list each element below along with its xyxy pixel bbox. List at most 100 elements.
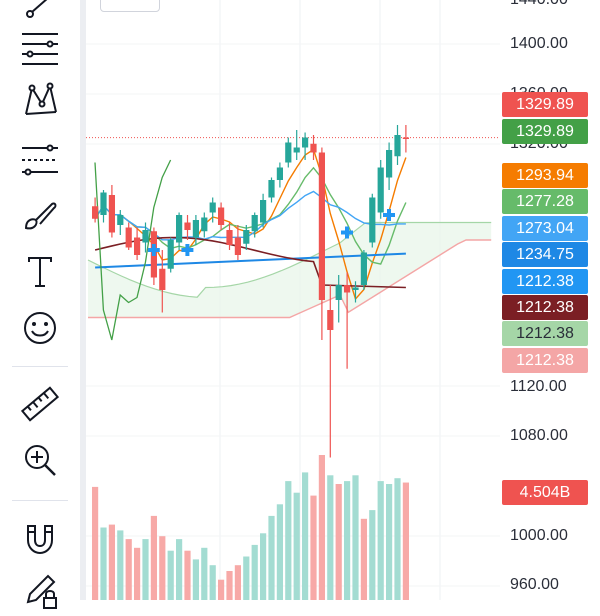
candle-body: [352, 287, 359, 290]
fib-retracement-icon: [22, 33, 58, 65]
candle-body: [192, 220, 199, 238]
brush-tool[interactable]: [16, 192, 64, 240]
price-tag-ichimoku-maroon: 1212.38: [502, 295, 588, 320]
price-tag-span-b: 1212.38: [502, 348, 588, 373]
volume-tag: 4.504B: [502, 480, 588, 505]
volume-bar: [159, 536, 166, 600]
span-b-line: [88, 239, 492, 319]
candle-body: [218, 207, 225, 225]
volume-bar: [167, 550, 174, 600]
volume-bar: [318, 455, 325, 600]
price-tag-ma-green: 1277.28: [502, 189, 588, 214]
candle-body: [234, 237, 241, 255]
candle-body: [251, 215, 258, 232]
price-axis-label: 1120.00: [510, 378, 567, 395]
candle-body: [92, 206, 99, 219]
candle-body: [335, 285, 342, 300]
toolbar-divider: [12, 366, 68, 367]
candle-body: [226, 230, 233, 245]
prediction-measure-icon: [22, 144, 58, 176]
price-axis-label: 1400.00: [510, 35, 568, 52]
magnet-tool[interactable]: [16, 514, 64, 562]
volume-bar: [184, 550, 191, 600]
volume-bar: [108, 524, 115, 600]
volume-bar: [117, 530, 124, 600]
trend-line-icon: [26, 0, 48, 18]
chart-canvas[interactable]: [0, 0, 600, 600]
pattern-icon: [25, 82, 57, 115]
candle-body: [134, 237, 141, 255]
candle-body: [125, 227, 132, 248]
volume-bar: [226, 571, 233, 600]
volume-bar: [218, 579, 225, 600]
volume-bar: [125, 539, 132, 600]
chikou-line: [94, 159, 172, 341]
candle-body: [176, 215, 183, 243]
price-axis-label: 1440.00: [510, 0, 568, 9]
volume-bar: [142, 539, 149, 600]
magnet-icon: [27, 525, 53, 555]
emoji-tool[interactable]: [16, 304, 64, 352]
volume-bar: [293, 492, 300, 600]
volume-bar: [176, 539, 183, 600]
candle-body: [167, 240, 174, 269]
candle-body: [108, 195, 115, 233]
toolbar-divider: [12, 500, 68, 501]
volume-bar: [369, 510, 376, 600]
candle-body: [100, 192, 107, 215]
zoom-in-icon: [25, 445, 56, 476]
volume-bar: [327, 475, 334, 600]
text-icon: [28, 257, 52, 287]
candle-body: [377, 167, 384, 213]
candle-body: [260, 200, 267, 223]
zoom-in-tool[interactable]: [16, 436, 64, 484]
cross-marker: [383, 209, 395, 221]
candle-body: [302, 137, 309, 148]
volume-bar: [394, 478, 401, 600]
volume-bar: [234, 565, 241, 600]
candle-body: [209, 202, 216, 213]
candle-body: [327, 310, 334, 330]
prediction-measure-tool[interactable]: [16, 136, 64, 184]
volume-bar: [209, 565, 216, 600]
text-tool[interactable]: [16, 248, 64, 296]
price-axis-label: 1080.00: [510, 427, 568, 444]
cross-marker: [147, 244, 160, 256]
candle-body: [402, 137, 409, 139]
volume-bar: [276, 504, 283, 600]
trend-line-tool[interactable]: [16, 0, 64, 28]
fib-retracement-tool[interactable]: [16, 24, 64, 72]
price-tag-close: 1329.89: [502, 119, 588, 144]
toolbar-chart-divider[interactable]: [80, 0, 86, 600]
candle-body: [310, 143, 317, 153]
candle-body: [184, 222, 191, 230]
timeframe-box[interactable]: [100, 0, 160, 12]
volume-bar: [302, 472, 309, 600]
brush-icon: [24, 202, 57, 230]
volume-bar: [192, 559, 199, 600]
emoji-icon: [24, 312, 56, 344]
volume-bar: [285, 481, 292, 600]
candle-body: [344, 285, 351, 293]
candle-body: [159, 268, 166, 290]
volume-bar: [310, 495, 317, 600]
volume-bar: [402, 482, 409, 600]
candle-body: [243, 230, 250, 244]
candle-body: [201, 217, 208, 232]
volume-bar: [268, 515, 275, 600]
candle-body: [293, 147, 300, 153]
volume-bar: [201, 547, 208, 600]
candle-body: [285, 142, 292, 163]
volume-bar: [344, 481, 351, 600]
volume-bar: [352, 475, 359, 600]
ichimoku-cloud: [88, 222, 492, 318]
volume-bar: [377, 481, 384, 600]
ma-lightblue-line: [94, 190, 406, 241]
candle-body: [394, 135, 401, 157]
volume-bar: [386, 484, 393, 600]
ruler-tool[interactable]: [16, 380, 64, 428]
candle-body: [360, 252, 367, 285]
candle-body: [318, 152, 325, 300]
pattern-tool[interactable]: [16, 76, 64, 124]
volume-bar: [360, 518, 367, 600]
